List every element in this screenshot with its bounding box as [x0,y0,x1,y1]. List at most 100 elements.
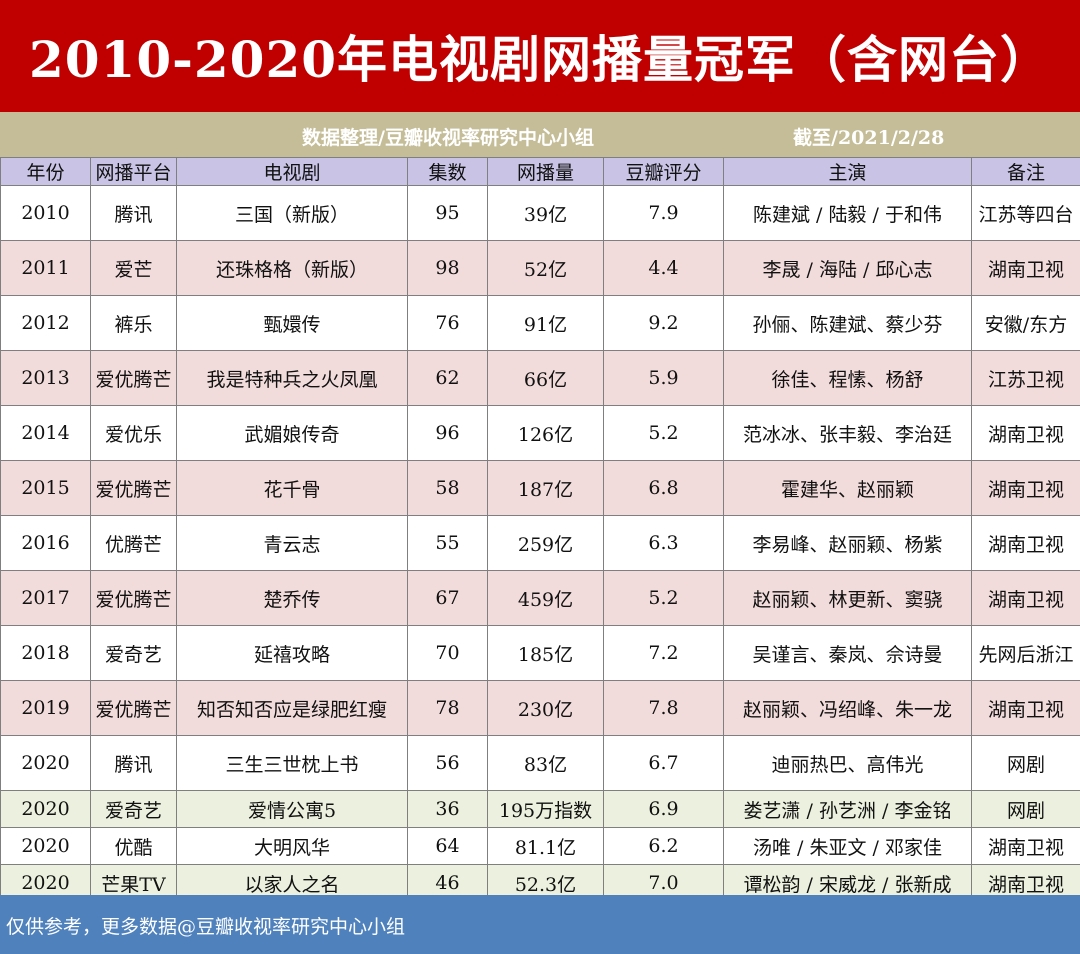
cell-episodes: 56 [407,735,488,791]
cell-platform: 腾讯 [90,735,177,791]
cell-drama: 还珠格格（新版） [176,240,408,296]
cell-note: 湖南卫视 [971,680,1080,736]
footer-note: 仅供参考，更多数据@豆瓣收视率研究中心小组 [6,916,406,938]
cell-drama: 武媚娘传奇 [176,405,408,461]
cell-note: 网剧 [971,790,1080,828]
cell-platform: 爱优乐 [90,405,177,461]
cell-views: 459亿 [487,570,604,626]
cell-rating: 6.7 [603,735,724,791]
footer-bar: 仅供参考，更多数据@豆瓣收视率研究中心小组 [0,895,1080,954]
subtitle-bar: 数据整理/豆瓣收视率研究中心小组 截至/2021/2/28 [0,112,1080,157]
cell-episodes: 58 [407,460,488,516]
cell-views: 230亿 [487,680,604,736]
table-row: 2018 爱奇艺 延禧攻略 70 185亿 7.2 吴谨言、秦岚、佘诗曼 先网后… [0,625,1080,681]
cell-cast: 孙俪、陈建斌、蔡少芬 [723,295,972,351]
cell-year: 2020 [0,735,91,791]
cell-episodes: 98 [407,240,488,296]
cell-cast: 迪丽热巴、高伟光 [723,735,972,791]
cell-year: 2016 [0,515,91,571]
cell-note: 湖南卫视 [971,240,1080,296]
cell-views: 52亿 [487,240,604,296]
cell-views: 83亿 [487,735,604,791]
cell-episodes: 76 [407,295,488,351]
cell-note: 安徽/东方 [971,295,1080,351]
cell-note: 江苏等四台 [971,185,1080,241]
cell-drama: 知否知否应是绿肥红瘦 [176,680,408,736]
cell-views: 185亿 [487,625,604,681]
table-row: 2020 优酷 大明风华 64 81.1亿 6.2 汤唯 / 朱亚文 / 邓家佳… [0,827,1080,865]
data-source-label: 数据整理/豆瓣收视率研究中心小组 [302,127,594,149]
cell-rating: 6.2 [603,827,724,865]
col-header-episodes: 集数 [407,157,488,186]
cell-platform: 裤乐 [90,295,177,351]
cell-year: 2020 [0,827,91,865]
cell-drama: 三生三世枕上书 [176,735,408,791]
cell-rating: 6.8 [603,460,724,516]
cell-drama: 楚乔传 [176,570,408,626]
cell-drama: 花千骨 [176,460,408,516]
cell-drama: 爱情公寓5 [176,790,408,828]
col-header-cast: 主演 [723,157,972,186]
cell-platform: 爱优腾芒 [90,350,177,406]
cell-platform: 爱芒 [90,240,177,296]
cell-drama: 大明风华 [176,827,408,865]
cell-cast: 李易峰、赵丽颖、杨紫 [723,515,972,571]
table-row: 2011 爱芒 还珠格格（新版） 98 52亿 4.4 李晟 / 海陆 / 邱心… [0,240,1080,296]
cell-episodes: 95 [407,185,488,241]
cell-episodes: 55 [407,515,488,571]
cell-note: 网剧 [971,735,1080,791]
cell-year: 2013 [0,350,91,406]
drama-table: 年份 网播平台 电视剧 集数 网播量 豆瓣评分 主演 备注 2010 腾讯 三国… [0,157,1080,902]
table-row: 2015 爱优腾芒 花千骨 58 187亿 6.8 霍建华、赵丽颖 湖南卫视 [0,460,1080,516]
cell-episodes: 96 [407,405,488,461]
cell-episodes: 67 [407,570,488,626]
cell-year: 2019 [0,680,91,736]
cell-note: 湖南卫视 [971,515,1080,571]
cell-cast: 汤唯 / 朱亚文 / 邓家佳 [723,827,972,865]
cell-note: 江苏卫视 [971,350,1080,406]
col-header-note: 备注 [971,157,1080,186]
page-title: 2010-2020年电视剧网播量冠军（含网台） [0,0,1080,112]
cell-views: 126亿 [487,405,604,461]
cell-episodes: 78 [407,680,488,736]
cell-rating: 5.2 [603,405,724,461]
cell-drama: 青云志 [176,515,408,571]
cell-note: 湖南卫视 [971,460,1080,516]
cell-cast: 赵丽颖、冯绍峰、朱一龙 [723,680,972,736]
cell-year: 2012 [0,295,91,351]
cell-episodes: 36 [407,790,488,828]
cell-cast: 范冰冰、张丰毅、李治廷 [723,405,972,461]
cell-views: 187亿 [487,460,604,516]
table-row: 2020 腾讯 三生三世枕上书 56 83亿 6.7 迪丽热巴、高伟光 网剧 [0,735,1080,791]
cell-cast: 娄艺潇 / 孙艺洲 / 李金铭 [723,790,972,828]
cell-views: 259亿 [487,515,604,571]
cell-year: 2017 [0,570,91,626]
cell-rating: 6.3 [603,515,724,571]
cell-rating: 5.2 [603,570,724,626]
cell-year: 2020 [0,790,91,828]
cell-note: 湖南卫视 [971,570,1080,626]
cell-drama: 甄嬛传 [176,295,408,351]
cell-year: 2014 [0,405,91,461]
cell-rating: 9.2 [603,295,724,351]
cell-platform: 爱奇艺 [90,625,177,681]
cell-year: 2010 [0,185,91,241]
table-row: 2014 爱优乐 武媚娘传奇 96 126亿 5.2 范冰冰、张丰毅、李治廷 湖… [0,405,1080,461]
cell-drama: 延禧攻略 [176,625,408,681]
cell-rating: 5.9 [603,350,724,406]
cell-platform: 优腾芒 [90,515,177,571]
as-of-date-label: 截至/2021/2/28 [793,127,945,149]
cell-cast: 徐佳、程愫、杨舒 [723,350,972,406]
cell-episodes: 70 [407,625,488,681]
cell-views: 195万指数 [487,790,604,828]
cell-cast: 陈建斌 / 陆毅 / 于和伟 [723,185,972,241]
cell-platform: 优酷 [90,827,177,865]
cell-cast: 赵丽颖、林更新、窦骁 [723,570,972,626]
col-header-drama: 电视剧 [176,157,408,186]
col-header-rating: 豆瓣评分 [603,157,724,186]
cell-views: 91亿 [487,295,604,351]
cell-views: 39亿 [487,185,604,241]
table-row: 2020 爱奇艺 爱情公寓5 36 195万指数 6.9 娄艺潇 / 孙艺洲 /… [0,790,1080,828]
cell-note: 湖南卫视 [971,405,1080,461]
table-row: 2016 优腾芒 青云志 55 259亿 6.3 李易峰、赵丽颖、杨紫 湖南卫视 [0,515,1080,571]
